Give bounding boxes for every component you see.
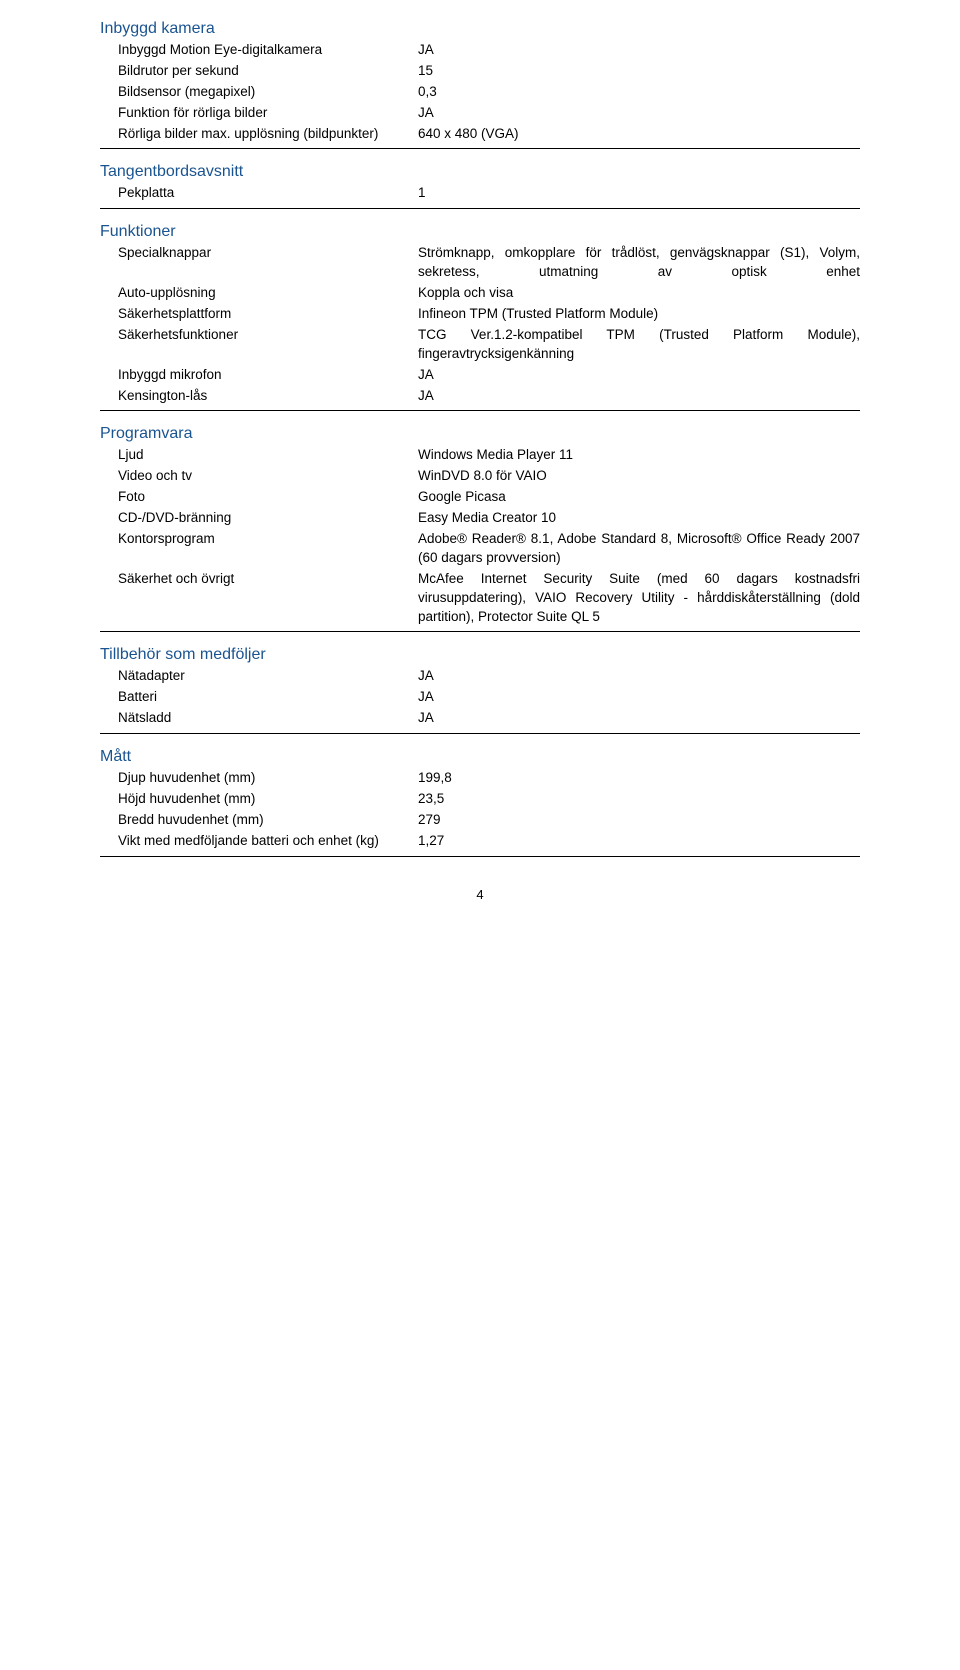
spec-value: 640 x 480 (VGA) — [418, 125, 860, 144]
spec-label: Funktion för rörliga bilder — [100, 104, 418, 123]
spec-value: WinDVD 8.0 för VAIO — [418, 467, 860, 486]
spec-value: JA — [418, 387, 860, 406]
spec-label: Bredd huvudenhet (mm) — [100, 811, 418, 830]
spec-row: Rörliga bilder max. upplösning (bildpunk… — [100, 124, 860, 145]
spec-value: JA — [418, 688, 860, 707]
spec-label: Nätadapter — [100, 667, 418, 686]
spec-row: LjudWindows Media Player 11 — [100, 445, 860, 466]
spec-value: 23,5 — [418, 790, 860, 809]
spec-label: Bildsensor (megapixel) — [100, 83, 418, 102]
spec-value: JA — [418, 366, 860, 385]
section-title-dimensions: Mått — [100, 748, 860, 768]
spec-label: Auto-upplösning — [100, 284, 418, 303]
spec-value: 199,8 — [418, 769, 860, 788]
spec-row: Funktion för rörliga bilderJA — [100, 103, 860, 124]
spec-value: Infineon TPM (Trusted Platform Module) — [418, 305, 860, 324]
spec-row: SpecialknapparStrömknapp, omkopplare för… — [100, 243, 860, 283]
spec-label: Vikt med medföljande batteri och enhet (… — [100, 832, 418, 851]
spec-value: 15 — [418, 62, 860, 81]
section-accessories: Tillbehör som medföljer NätadapterJA Bat… — [100, 646, 860, 734]
spec-label: Inbyggd Motion Eye-digitalkamera — [100, 41, 418, 60]
spec-row: Djup huvudenhet (mm)199,8 — [100, 768, 860, 789]
section-title-software: Programvara — [100, 425, 860, 445]
section-rule — [100, 856, 860, 857]
spec-row: Säkerhet och övrigtMcAfee Internet Secur… — [100, 569, 860, 628]
spec-label: Säkerhet och övrigt — [100, 570, 418, 627]
spec-label: Batteri — [100, 688, 418, 707]
spec-label: Höjd huvudenhet (mm) — [100, 790, 418, 809]
section-camera: Inbyggd kamera Inbyggd Motion Eye-digita… — [100, 20, 860, 149]
section-rule — [100, 631, 860, 632]
spec-page: Inbyggd kamera Inbyggd Motion Eye-digita… — [0, 0, 960, 942]
spec-value: Koppla och visa — [418, 284, 860, 303]
spec-row: FotoGoogle Picasa — [100, 487, 860, 508]
spec-value: TCG Ver.1.2-kompatibel TPM (Trusted Plat… — [418, 326, 860, 364]
spec-row: Bredd huvudenhet (mm)279 — [100, 810, 860, 831]
section-rule — [100, 208, 860, 209]
section-dimensions: Mått Djup huvudenhet (mm)199,8 Höjd huvu… — [100, 748, 860, 857]
section-title-camera: Inbyggd kamera — [100, 20, 860, 40]
spec-value: JA — [418, 41, 860, 60]
spec-row: SäkerhetsfunktionerTCG Ver.1.2-kompatibe… — [100, 325, 860, 365]
spec-value: 279 — [418, 811, 860, 830]
spec-row: BatteriJA — [100, 687, 860, 708]
spec-label: CD-/DVD-bränning — [100, 509, 418, 528]
section-title-functions: Funktioner — [100, 223, 860, 243]
spec-label: Foto — [100, 488, 418, 507]
spec-label: Kontorsprogram — [100, 530, 418, 568]
spec-row: Auto-upplösningKoppla och visa — [100, 283, 860, 304]
spec-value: JA — [418, 667, 860, 686]
page-number: 4 — [100, 887, 860, 902]
spec-label: Rörliga bilder max. upplösning (bildpunk… — [100, 125, 418, 144]
spec-label: Djup huvudenhet (mm) — [100, 769, 418, 788]
spec-label: Bildrutor per sekund — [100, 62, 418, 81]
spec-label: Specialknappar — [100, 244, 418, 282]
spec-label: Nätsladd — [100, 709, 418, 728]
spec-value: Strömknapp, omkopplare för trådlöst, gen… — [418, 244, 860, 282]
section-software: Programvara LjudWindows Media Player 11 … — [100, 425, 860, 632]
spec-value: McAfee Internet Security Suite (med 60 d… — [418, 570, 860, 627]
spec-row: Inbyggd Motion Eye-digitalkameraJA — [100, 40, 860, 61]
spec-label: Kensington-lås — [100, 387, 418, 406]
spec-value: Google Picasa — [418, 488, 860, 507]
spec-value: Adobe® Reader® 8.1, Adobe Standard 8, Mi… — [418, 530, 860, 568]
spec-value: JA — [418, 104, 860, 123]
section-title-accessories: Tillbehör som medföljer — [100, 646, 860, 666]
section-rule — [100, 148, 860, 149]
section-functions: Funktioner SpecialknapparStrömknapp, omk… — [100, 223, 860, 411]
spec-row: Inbyggd mikrofonJA — [100, 365, 860, 386]
spec-row: KontorsprogramAdobe® Reader® 8.1, Adobe … — [100, 529, 860, 569]
spec-value: 1,27 — [418, 832, 860, 851]
spec-row: SäkerhetsplattformInfineon TPM (Trusted … — [100, 304, 860, 325]
spec-value: Easy Media Creator 10 — [418, 509, 860, 528]
spec-row: Pekplatta1 — [100, 183, 860, 204]
spec-row: Video och tvWinDVD 8.0 för VAIO — [100, 466, 860, 487]
spec-row: Höjd huvudenhet (mm)23,5 — [100, 789, 860, 810]
section-title-keyboard: Tangentbordsavsnitt — [100, 163, 860, 183]
spec-row: Vikt med medföljande batteri och enhet (… — [100, 831, 860, 852]
spec-label: Video och tv — [100, 467, 418, 486]
spec-row: NätsladdJA — [100, 708, 860, 729]
spec-row: CD-/DVD-bränningEasy Media Creator 10 — [100, 508, 860, 529]
spec-label: Ljud — [100, 446, 418, 465]
spec-row: NätadapterJA — [100, 666, 860, 687]
spec-label: Säkerhetsfunktioner — [100, 326, 418, 364]
spec-value: 1 — [418, 184, 860, 203]
spec-row: Bildrutor per sekund15 — [100, 61, 860, 82]
spec-value: 0,3 — [418, 83, 860, 102]
spec-value: Windows Media Player 11 — [418, 446, 860, 465]
spec-label: Inbyggd mikrofon — [100, 366, 418, 385]
spec-row: Kensington-låsJA — [100, 386, 860, 407]
section-rule — [100, 410, 860, 411]
spec-label: Säkerhetsplattform — [100, 305, 418, 324]
spec-value: JA — [418, 709, 860, 728]
section-rule — [100, 733, 860, 734]
section-keyboard: Tangentbordsavsnitt Pekplatta1 — [100, 163, 860, 209]
spec-row: Bildsensor (megapixel)0,3 — [100, 82, 860, 103]
spec-label: Pekplatta — [100, 184, 418, 203]
